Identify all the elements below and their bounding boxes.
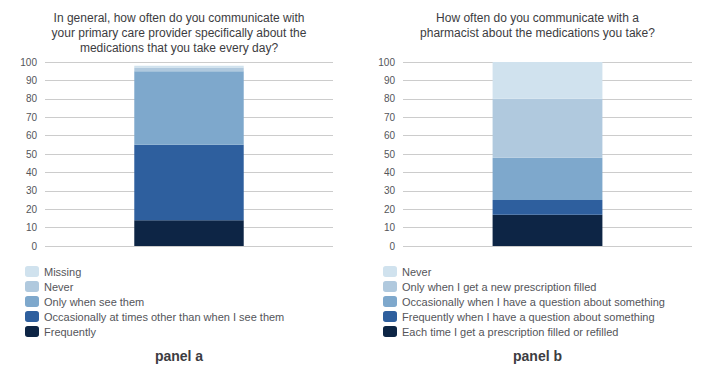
svg-text:40: 40 xyxy=(26,167,38,178)
svg-text:In general, how often do you c: In general, how often do you communicate… xyxy=(54,11,305,25)
svg-text:0: 0 xyxy=(389,241,395,252)
svg-text:20: 20 xyxy=(26,204,38,215)
svg-text:60: 60 xyxy=(384,130,396,141)
svg-text:0: 0 xyxy=(31,241,37,252)
svg-text:Occasionally at times other th: Occasionally at times other than when I … xyxy=(44,311,284,323)
svg-text:medications that you take ever: medications that you take every day? xyxy=(80,41,278,55)
svg-text:Never: Never xyxy=(44,281,74,293)
svg-text:Only when I get a new prescrip: Only when I get a new prescription fille… xyxy=(402,281,596,293)
svg-text:90: 90 xyxy=(26,75,38,86)
svg-text:your primary care provider spe: your primary care provider specifically … xyxy=(52,26,307,40)
svg-text:panel b: panel b xyxy=(513,348,562,364)
svg-text:100: 100 xyxy=(378,57,395,68)
svg-text:70: 70 xyxy=(26,112,38,123)
svg-text:70: 70 xyxy=(384,112,396,123)
svg-text:80: 80 xyxy=(384,93,396,104)
svg-text:pharmacist about the medicatio: pharmacist about the medications you tak… xyxy=(420,26,655,40)
svg-text:10: 10 xyxy=(26,222,38,233)
svg-text:80: 80 xyxy=(26,93,38,104)
svg-text:How often do you communicate w: How often do you communicate with a xyxy=(436,11,639,25)
svg-text:Frequently: Frequently xyxy=(44,326,96,338)
svg-text:20: 20 xyxy=(384,204,396,215)
svg-text:Never: Never xyxy=(402,266,432,278)
svg-text:40: 40 xyxy=(384,167,396,178)
svg-text:10: 10 xyxy=(384,222,396,233)
svg-text:50: 50 xyxy=(384,149,396,160)
svg-text:50: 50 xyxy=(26,149,38,160)
svg-text:panel a: panel a xyxy=(155,348,203,364)
svg-text:Frequently when I have a quest: Frequently when I have a question about … xyxy=(402,311,655,323)
svg-text:30: 30 xyxy=(384,185,396,196)
svg-text:Occasionally when I have a que: Occasionally when I have a question abou… xyxy=(402,296,665,308)
svg-text:60: 60 xyxy=(26,130,38,141)
svg-text:30: 30 xyxy=(26,185,38,196)
svg-text:Each time I get a prescription: Each time I get a prescription filled or… xyxy=(402,326,618,338)
svg-text:Missing: Missing xyxy=(44,266,81,278)
svg-text:100: 100 xyxy=(20,57,37,68)
svg-text:90: 90 xyxy=(384,75,396,86)
svg-text:Only when see them: Only when see them xyxy=(44,296,144,308)
